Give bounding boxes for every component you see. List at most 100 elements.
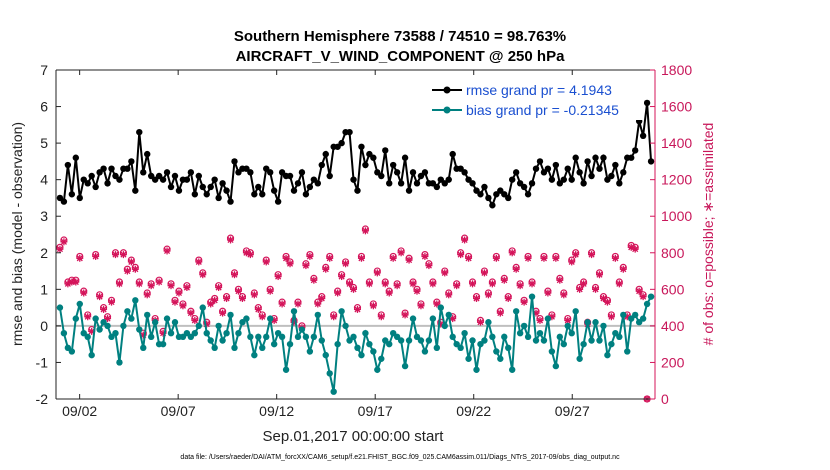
bias-point: [401, 362, 409, 370]
bias-point: [84, 333, 91, 341]
bias-point: [643, 300, 651, 308]
star-stroke: [378, 313, 385, 320]
rmse-point: [350, 176, 357, 183]
obs-assimilated-point: [330, 313, 338, 321]
rmse-point: [346, 128, 353, 136]
bias-point: [199, 304, 206, 311]
rmse-point: [136, 128, 143, 136]
star-stroke: [223, 295, 230, 302]
star-stroke: [279, 300, 286, 308]
star-stroke: [314, 300, 321, 308]
bias-point: [509, 366, 516, 373]
rmse-point: [88, 172, 95, 180]
rmse-point: [116, 176, 123, 183]
rmse-point: [219, 180, 226, 187]
x-tick-label: 09/22: [456, 403, 491, 419]
star-stroke: [536, 317, 544, 324]
bias-point: [167, 330, 175, 337]
obs-assimilated-point: [223, 294, 231, 302]
obs-assimilated-point: [302, 262, 310, 270]
bias-point: [441, 322, 448, 330]
y-tick-label-right: 200: [661, 354, 685, 370]
obs-assimilated-point: [127, 258, 135, 266]
obs-assimilated-point: [111, 251, 119, 259]
obs-assimilated-point: [413, 287, 421, 295]
star-stroke: [544, 289, 551, 297]
star-stroke: [286, 260, 294, 267]
bias-point: [334, 340, 341, 348]
obs-assimilated-point: [480, 269, 488, 277]
rmse-point: [100, 165, 107, 172]
star-stroke: [179, 302, 186, 309]
bias-point: [104, 322, 111, 330]
obs-assimilated-point: [322, 265, 330, 273]
star-stroke: [255, 306, 262, 313]
rmse-point: [251, 191, 258, 198]
bias-point: [140, 344, 147, 352]
obs-assimilated-point: [536, 316, 544, 324]
obs-assimilated-point: [453, 282, 461, 290]
star-stroke: [409, 280, 417, 287]
bias-point: [294, 333, 302, 341]
star-stroke: [441, 269, 448, 276]
star-stroke: [473, 295, 480, 302]
star-stroke: [370, 302, 377, 309]
rmse-point: [397, 180, 405, 187]
obs-assimilated-point: [115, 280, 123, 288]
bias-point: [290, 308, 298, 315]
star-stroke: [326, 255, 333, 262]
rmse-point: [175, 187, 183, 194]
star-stroke: [604, 299, 611, 306]
y-tick-label-right: 1400: [661, 135, 692, 151]
y-tick-label-right: 800: [661, 245, 685, 261]
rmse-point: [489, 202, 496, 209]
bias-point: [461, 330, 468, 337]
bias-point: [215, 322, 222, 330]
bias-point: [358, 351, 365, 359]
star-stroke: [564, 317, 571, 324]
obs-assimilated-point: [397, 249, 405, 257]
chart-title-line1: Southern Hemisphere 73588 / 74510 = 98.7…: [234, 28, 566, 45]
star-stroke: [100, 306, 107, 313]
star-stroke: [612, 255, 619, 262]
rmse-point: [318, 161, 325, 169]
rmse-point: [421, 169, 429, 176]
obs-assimilated-point: [409, 280, 417, 288]
axes: -2 -1 0 1 2 3 4 5 6 7 0 200 400 600 800 1000 1200 1400 160…: [36, 62, 693, 419]
obs-assimilated-point: [282, 254, 290, 262]
rmse-point: [187, 169, 195, 176]
bias-point: [88, 351, 95, 359]
bias-point: [536, 330, 544, 337]
obs-assimilated-point: [219, 309, 227, 317]
bias-point: [267, 315, 274, 322]
rmse-point: [580, 180, 587, 187]
obs-assimilated-point: [560, 291, 568, 299]
bias-point: [144, 311, 151, 319]
obs-assimilated-point: [175, 289, 183, 297]
y-tick-label-left: 2: [40, 245, 48, 261]
legend: rmse grand pr = 4.1943 bias grand pr = -…: [428, 78, 644, 120]
bias-point: [639, 315, 647, 322]
y-tick-label-left: 3: [40, 208, 48, 224]
star-stroke: [489, 280, 496, 287]
bias-point: [596, 337, 603, 344]
chart-title-line2: AIRCRAFT_V_WIND_COMPONENT @ 250 hPa: [236, 48, 566, 65]
rmse-point: [64, 161, 72, 169]
obs-assimilated-point: [266, 287, 274, 295]
rmse-point: [326, 172, 333, 180]
star-stroke: [56, 246, 64, 253]
bias-point: [469, 337, 476, 344]
star-stroke: [465, 255, 472, 262]
rmse-point: [552, 161, 560, 169]
bias-point: [497, 355, 504, 362]
star-stroke: [421, 253, 428, 260]
obs-assimilated-point: [167, 282, 175, 290]
bias-point: [96, 326, 103, 333]
star-stroke: [358, 255, 365, 262]
star-stroke: [433, 300, 440, 308]
rmse-point: [294, 180, 302, 187]
star-stroke: [243, 249, 250, 256]
star-stroke: [521, 299, 528, 306]
star-stroke: [136, 280, 143, 287]
bias-point: [298, 326, 306, 333]
